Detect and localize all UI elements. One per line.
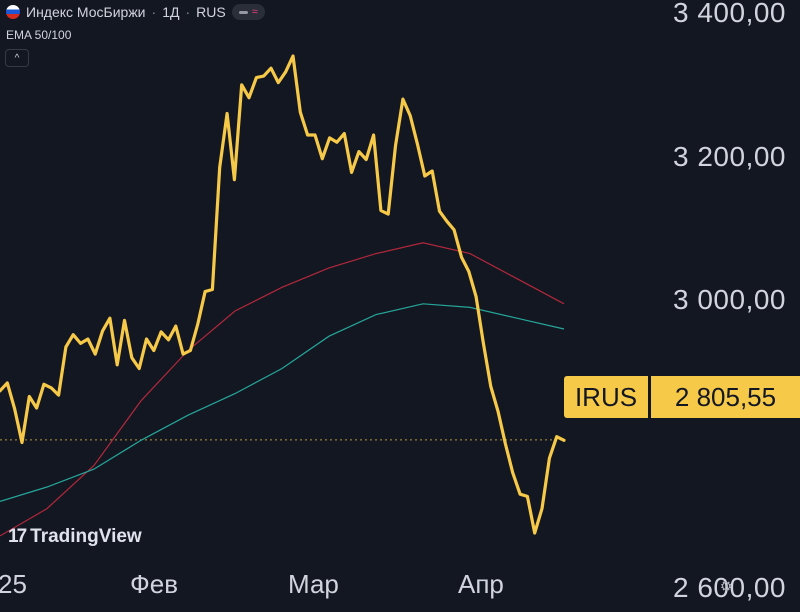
- y-tick-label: 3 400,00: [673, 0, 786, 28]
- y-tick-label: 2 600,00: [673, 571, 786, 603]
- chart-header: Индекс МосБиржи · 1Д · RUS ≈: [6, 4, 265, 20]
- price-line: [0, 54, 566, 535]
- y-tick-label: 3 200,00: [673, 140, 786, 172]
- header-separator: ·: [151, 4, 157, 20]
- last-price-badge: 2 805,55: [651, 376, 800, 418]
- indicator-legend[interactable]: EMA 50/100: [6, 28, 72, 42]
- x-tick-label: Апр: [458, 569, 504, 599]
- collapse-legend-button[interactable]: ^: [5, 49, 29, 67]
- y-tick-label: 3 000,00: [673, 284, 786, 316]
- x-tick-label: Фев: [130, 569, 179, 599]
- x-tick-label: Мар: [288, 569, 339, 599]
- header-separator-2: ·: [185, 4, 191, 20]
- minus-icon: [238, 10, 248, 14]
- chevron-up-icon: ^: [14, 52, 20, 64]
- settings-gear-icon[interactable]: ⚙: [719, 577, 733, 594]
- interval-label[interactable]: 1Д: [162, 4, 180, 20]
- ema100-line: [0, 242, 565, 537]
- tradingview-logo-icon: 17: [8, 526, 27, 547]
- ema50-line: [0, 303, 565, 502]
- status-pill[interactable]: ≈: [231, 4, 265, 20]
- tradingview-branding[interactable]: 17 TradingView: [8, 526, 142, 548]
- tradingview-name: TradingView: [30, 526, 142, 547]
- exchange-label: RUS: [196, 4, 226, 20]
- wave-icon: ≈: [251, 6, 258, 18]
- symbol-title[interactable]: Индекс МосБиржи: [26, 4, 146, 20]
- russia-flag-icon: [6, 5, 20, 19]
- x-tick-label: 25: [0, 569, 27, 599]
- ticker-badge: IRUS: [564, 376, 648, 418]
